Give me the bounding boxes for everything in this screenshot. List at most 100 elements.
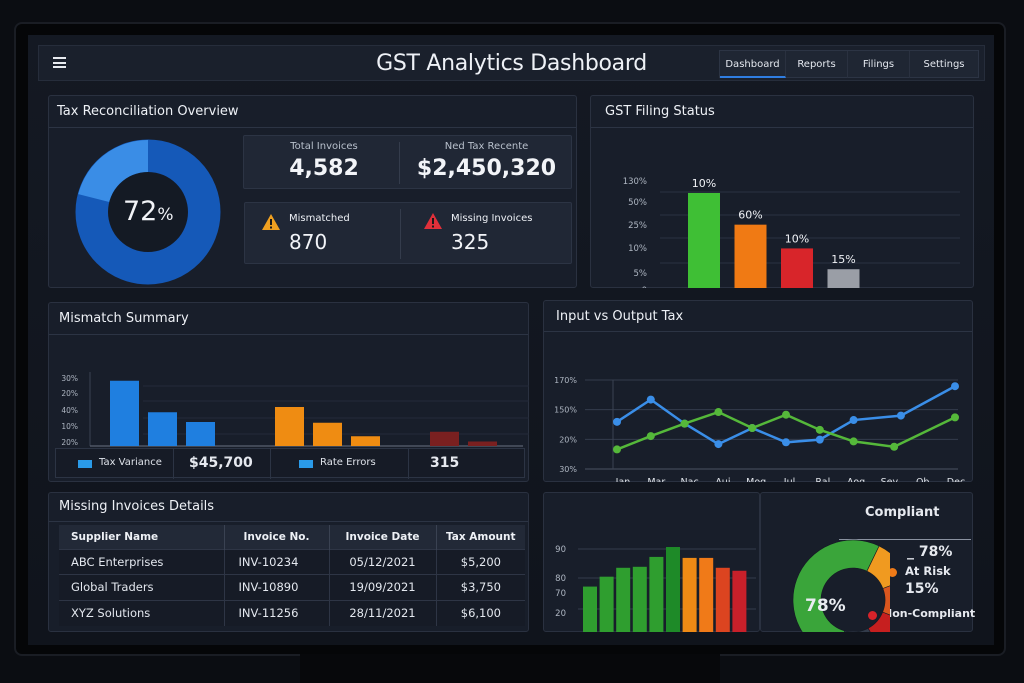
missing-invoices-panel: Missing Invoices Details Supplier Name I… [48, 492, 529, 632]
hamburger-icon[interactable] [53, 57, 66, 68]
data-point [890, 442, 899, 451]
y-tick-label: 10% [628, 244, 647, 254]
supplier-cell: XYZ Solutions [59, 599, 225, 626]
data-point [613, 445, 621, 454]
page-title: GST Analytics Dashboard [376, 51, 647, 76]
bar-invoice-discrepancy [351, 436, 380, 446]
column-header[interactable]: Tax Amount [436, 525, 525, 549]
nav-tabs: Dashboard Reports Filings Settings [719, 50, 979, 78]
x-tick-label: Jan [615, 477, 631, 482]
x-tick-label: Sey [881, 477, 899, 482]
y-tick-label: 20% [61, 389, 78, 398]
data-point [815, 425, 824, 434]
data-point [950, 413, 959, 422]
tab-dashboard[interactable]: Dashboard [720, 51, 786, 78]
bar-pending [734, 224, 767, 288]
rate-errors-value: 315 [430, 455, 460, 471]
data-point [714, 440, 723, 449]
table-row[interactable]: ABC Enterprises INV-10234 05/12/2021 $5,200 [59, 548, 525, 575]
mismatch-chart: 30%20%40%10%20%Tax DifferenceInvoice Dis… [61, 372, 529, 447]
trend-bar [599, 576, 614, 632]
bar-not-fied [827, 269, 860, 288]
panel-title: GST Filing Status [605, 104, 715, 119]
tax-variance-swatch [78, 460, 92, 468]
missing-invoices-label: Missing Invoices [451, 213, 533, 224]
panel-title: Input vs Output Tax [556, 309, 684, 324]
bar-delayed [781, 248, 813, 288]
bar-invoice-discrepancy [313, 422, 342, 446]
donut-percent: 72% [123, 196, 174, 227]
trend-bar [715, 567, 730, 632]
header-bar: GST Analytics Dashboard Dashboard Report… [38, 45, 985, 81]
column-header[interactable]: Supplier Name [59, 525, 225, 549]
tax-amount-cell: $5,200 [436, 548, 525, 575]
invoice-no-cell: INV-10890 [224, 574, 330, 600]
non-compliant-label: Non-Compliant [883, 607, 976, 620]
tax-amount-cell: $3,750 [436, 574, 525, 600]
column-header[interactable]: Invoice Date [329, 525, 437, 549]
missing-invoices-value: 325 [451, 230, 490, 254]
trend-bar [699, 557, 714, 632]
bar-tax-difference [110, 380, 139, 446]
net-tax-value: $2,450,320 [416, 156, 557, 181]
y-tick-label: 170% [554, 376, 577, 385]
bar-value-label: 60% [738, 209, 762, 222]
trend-bar-chart: 908070200Lane3TaxLang [555, 545, 756, 632]
x-tick-label: Nac [681, 477, 699, 482]
non-compliant-dot [868, 611, 877, 620]
data-point [896, 411, 905, 420]
trend-bar [666, 547, 680, 632]
invoice-no-cell: INV-11256 [224, 599, 330, 626]
line-input-tax-credit [616, 385, 956, 446]
data-point [781, 410, 790, 419]
at-risk-value: 15% [905, 581, 939, 597]
trend-bar [682, 557, 697, 632]
x-tick-label: Mar [647, 477, 665, 482]
trend-bar [649, 556, 664, 632]
data-point [849, 416, 858, 425]
donut-slice [866, 545, 890, 589]
x-tick-label: Jul [783, 477, 795, 482]
tab-reports[interactable]: Reports [786, 51, 848, 78]
tab-settings[interactable]: Settings [923, 59, 965, 70]
alert-icon [424, 213, 442, 229]
y-tick-label: 150% [554, 406, 577, 415]
donut-slice [844, 627, 871, 632]
bar-filed [688, 192, 720, 288]
total-invoices-value: 4,582 [289, 156, 359, 181]
table-row[interactable]: Global Traders INV-10890 19/09/2021 $3,750 [59, 574, 525, 600]
data-point [781, 438, 790, 447]
data-point [748, 424, 757, 433]
y-tick-label: 10% [61, 422, 78, 431]
line-output-tax-liability [616, 410, 956, 451]
filing-status-chart: 130%50%25%10%5%010%Filed60%Pending10%Del… [623, 177, 960, 288]
y-tick-label: 90 [555, 545, 566, 555]
tab-filings[interactable]: Filings [848, 51, 910, 78]
tax-reconciliation-panel: Tax Reconciliation Overview 72% Total In… [48, 95, 577, 288]
input-output-line-chart: 170% 150% 20% 30% Jan Mar Nac Aui Mog Jul Ral Aog Se… [554, 376, 965, 482]
dashboard-screen: GST Analytics Dashboard Dashboard Report… [28, 35, 994, 645]
data-point [646, 432, 655, 441]
donut-slice [867, 611, 890, 632]
supplier-cell: Global Traders [59, 574, 225, 600]
trend-bar [732, 570, 747, 632]
y-tick-label: 20% [61, 438, 78, 447]
invoice-no-cell: INV-10234 [224, 548, 330, 575]
tax-variance-value: $45,700 [189, 455, 253, 471]
bar-value-label: 10% [785, 232, 809, 245]
net-tax-label: Ned Tax Recente [444, 141, 529, 152]
panel-title: Tax Reconciliation Overview [57, 104, 239, 119]
trend-bar [616, 567, 631, 632]
table-row[interactable]: XYZ Solutions INV-11256 28/11/2021 $6,100 [59, 599, 525, 626]
y-tick-label: 20 [555, 609, 566, 619]
column-header[interactable]: Invoice No. [224, 525, 330, 549]
mismatched-value: 870 [289, 230, 328, 254]
trend-bar [583, 586, 597, 632]
bar-date-mismatch [430, 431, 459, 446]
data-point [680, 419, 689, 428]
warning-icon [262, 214, 280, 230]
donut-slice [882, 585, 890, 616]
bar-invoice-discrepancy [275, 407, 304, 446]
x-tick-label: Mog [746, 477, 766, 482]
bar-value-label: 10% [692, 177, 716, 190]
